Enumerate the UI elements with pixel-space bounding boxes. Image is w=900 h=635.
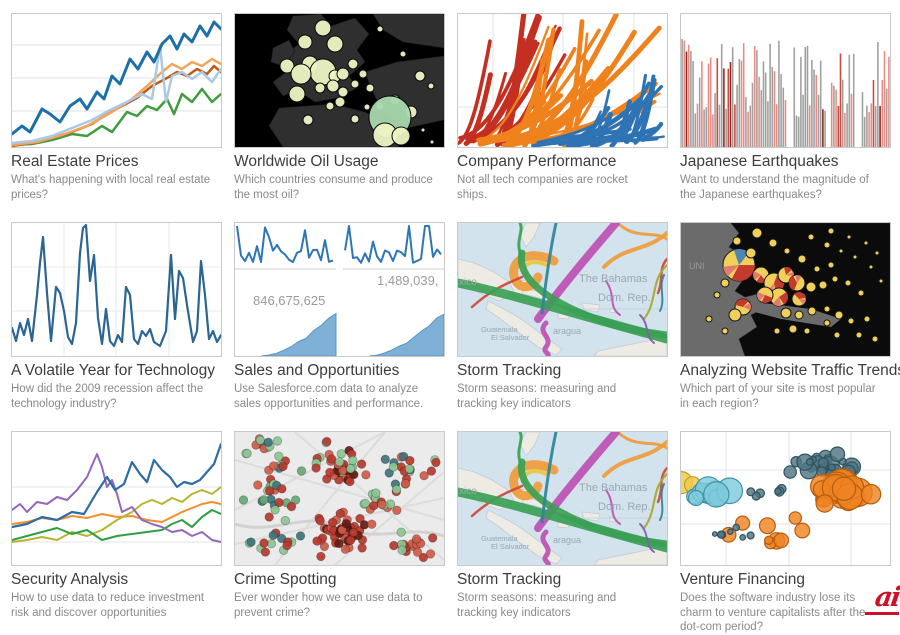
- card-description: Use Salesforce.com data to analyze sales…: [234, 383, 424, 410]
- card-title[interactable]: Japanese Earthquakes: [680, 153, 839, 170]
- card-description: Not all tech companies are rocket ships.: [457, 174, 628, 201]
- thumbnail-security-analysis[interactable]: [11, 431, 222, 566]
- card-description: Does the software industry lose its char…: [680, 592, 866, 633]
- gallery-card-japanese-earthquakes[interactable]: Japanese Earthquakes Want to understand …: [680, 13, 891, 202]
- svg-text:El Salvador: El Salvador: [491, 542, 530, 551]
- gallery-card-security-analysis[interactable]: Security Analysis How to use data to red…: [11, 431, 222, 635]
- gallery-card-website-traffic[interactable]: UNI Analyzing Website Traffic Trends Whi…: [680, 222, 900, 411]
- card-title[interactable]: A Volatile Year for Technology: [11, 362, 215, 379]
- ai-logo: ai: [873, 582, 900, 613]
- viz-gallery: Real Estate Prices What's happening with…: [11, 13, 900, 635]
- svg-text:1,489,039,: 1,489,039,: [377, 273, 438, 288]
- svg-text:Dom. Rep.: Dom. Rep.: [598, 501, 651, 513]
- card-description: Want to understand the magnitude of the …: [680, 174, 869, 201]
- card-description: Which part of your site is most popular …: [680, 383, 876, 410]
- gallery-card-storm-tracking-1[interactable]: xico The Bahamas Dom. Rep. Guatemala El Salv…: [457, 222, 668, 411]
- card-description: How did the 2009 recession affect the te…: [11, 383, 204, 410]
- svg-text:El Salvador: El Salvador: [491, 333, 530, 342]
- thumbnail-volatile-year-technology[interactable]: [11, 222, 222, 357]
- svg-text:Guatemala: Guatemala: [481, 534, 519, 543]
- card-title[interactable]: Storm Tracking: [457, 571, 562, 588]
- card-description: Ever wonder how we can use data to preve…: [234, 592, 423, 619]
- svg-text:aragua: aragua: [553, 535, 581, 545]
- gallery-card-sales-opportunities[interactable]: 846,675,625 1,489,039, Sales and Opportun…: [234, 222, 445, 411]
- gallery-card-company-performance[interactable]: Company Performance Not all tech compani…: [457, 13, 668, 202]
- card-description: Which countries consume and produce the …: [234, 174, 433, 201]
- card-title[interactable]: Real Estate Prices: [11, 153, 139, 170]
- svg-text:aragua: aragua: [553, 326, 581, 336]
- card-title[interactable]: Venture Financing: [680, 571, 805, 588]
- thumbnail-japanese-earthquakes[interactable]: [680, 13, 891, 148]
- card-title[interactable]: Crime Spotting: [234, 571, 337, 588]
- gallery-card-venture-financing[interactable]: Venture Financing Does the software indu…: [680, 431, 891, 635]
- gallery-card-storm-tracking-2[interactable]: xico The Bahamas Dom. Rep. Guatemala El Salv…: [457, 431, 668, 635]
- thumbnail-company-performance[interactable]: [457, 13, 668, 148]
- svg-text:Dom. Rep.: Dom. Rep.: [598, 292, 651, 304]
- svg-text:xico: xico: [459, 277, 477, 288]
- thumbnail-real-estate-prices[interactable]: [11, 13, 222, 148]
- gallery-card-crime-spotting[interactable]: Crime Spotting Ever wonder how we can us…: [234, 431, 445, 635]
- card-title[interactable]: Security Analysis: [11, 571, 129, 588]
- svg-text:xico: xico: [459, 486, 477, 497]
- svg-text:The Bahamas: The Bahamas: [579, 273, 648, 285]
- svg-text:846,675,625: 846,675,625: [253, 293, 325, 308]
- card-description: Storm seasons: measuring and tracking ke…: [457, 592, 617, 619]
- ai-logo-subtext-bar: [865, 612, 899, 615]
- thumbnail-sales-and-opportunities[interactable]: 846,675,625 1,489,039,: [234, 222, 445, 357]
- card-title[interactable]: Storm Tracking: [457, 362, 562, 379]
- thumbnail-worldwide-oil-usage[interactable]: [234, 13, 445, 148]
- svg-text:Guatemala: Guatemala: [481, 325, 519, 334]
- card-title[interactable]: Company Performance: [457, 153, 617, 170]
- thumbnail-crime-spotting[interactable]: [234, 431, 445, 566]
- gallery-card-worldwide-oil-usage[interactable]: Worldwide Oil Usage Which countries cons…: [234, 13, 445, 202]
- gallery-card-volatile-year[interactable]: A Volatile Year for Technology How did t…: [11, 222, 222, 411]
- asahi-interactive-watermark: ai: [865, 582, 900, 615]
- card-title[interactable]: Analyzing Website Traffic Trends: [680, 362, 900, 379]
- gallery-card-real-estate-prices[interactable]: Real Estate Prices What's happening with…: [11, 13, 222, 202]
- thumbnail-venture-financing[interactable]: [680, 431, 891, 566]
- card-title[interactable]: Worldwide Oil Usage: [234, 153, 379, 170]
- card-description: How to use data to reduce investment ris…: [11, 592, 205, 619]
- svg-text:UNI: UNI: [689, 261, 705, 271]
- thumbnail-analyzing-website-traffic-trends[interactable]: UNI: [680, 222, 891, 357]
- thumbnail-storm-tracking-1[interactable]: xico The Bahamas Dom. Rep. Guatemala El Salv…: [457, 222, 668, 357]
- thumbnail-storm-tracking-2[interactable]: xico The Bahamas Dom. Rep. Guatemala El Salv…: [457, 431, 668, 566]
- card-title[interactable]: Sales and Opportunities: [234, 362, 400, 379]
- svg-text:The Bahamas: The Bahamas: [579, 482, 648, 494]
- card-description: Storm seasons: measuring and tracking ke…: [457, 383, 617, 410]
- card-description: What's happening with local real estate …: [11, 174, 211, 201]
